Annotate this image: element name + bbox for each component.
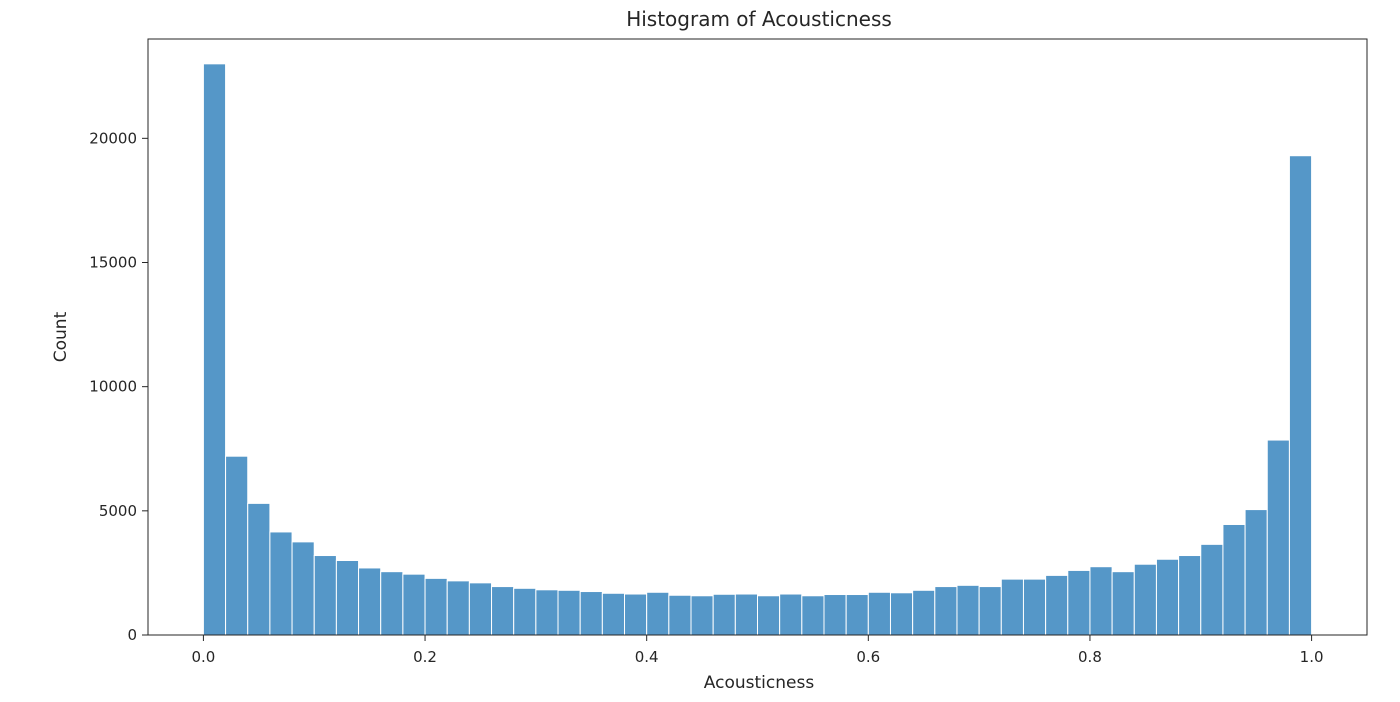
histogram-bar [380,571,404,636]
histogram-bar [1089,566,1113,636]
y-tick-label: 5000 [99,502,137,520]
histogram-bar [1155,558,1180,636]
x-tick-label: 0.2 [413,648,437,666]
histogram-bar [202,63,227,636]
histogram-bar [646,591,670,636]
histogram-bar [801,595,825,636]
histogram-bar [225,455,249,636]
histogram-bar [424,577,448,636]
histogram-bar [912,589,936,636]
histogram-bar [779,593,803,636]
histogram-bar [624,593,648,636]
x-axis-label: Acousticness [704,673,815,693]
histogram-bar [468,582,493,636]
histogram-bar [757,595,781,636]
x-tick-label: 0.4 [635,648,659,666]
histogram-bar [1200,543,1224,636]
y-axis-ticks: 0 5000 10000 15000 20000 [89,129,148,644]
plot-frame [147,38,1368,636]
histogram-bar [1133,563,1157,636]
histogram-bar [978,586,1002,636]
histogram-bar [291,541,315,636]
histogram-bar [247,502,271,636]
histogram-bar [513,587,537,636]
histogram-bar [1244,509,1268,636]
histogram-bar [690,595,714,636]
histogram-bar [956,584,980,636]
histogram-bar [313,555,337,636]
histogram-bar [335,560,360,636]
y-tick-label: 20000 [89,129,137,147]
histogram-bar [269,531,293,636]
histogram-bar [358,567,382,636]
histogram-bar [823,594,847,636]
histogram-bar [557,589,581,636]
histogram-bar [734,593,759,636]
histogram-bar [1045,574,1069,636]
histogram-bar [1288,155,1313,636]
x-tick-label: 0.8 [1078,648,1102,666]
histogram-bar [668,594,692,636]
y-tick-label: 10000 [89,378,137,396]
histogram-bar [845,594,869,636]
histogram-bar [446,580,470,636]
histogram-bar [1022,578,1047,636]
histogram-bar [934,586,958,636]
y-axis-label: Count [51,311,71,362]
y-tick-label: 15000 [89,254,137,272]
histogram-bar [1266,439,1290,636]
histogram-bar [535,589,559,636]
histogram-bar [491,586,515,636]
x-tick-label: 1.0 [1300,648,1324,666]
histogram-bar [402,573,426,636]
histogram-bar [1222,523,1246,636]
histogram-bar [1067,569,1091,636]
histogram-bar [712,593,736,636]
x-axis-ticks: 0.0 0.2 0.4 0.6 0.8 1.0 [191,635,1324,666]
histogram-bar [579,591,603,636]
histogram-bar [889,592,914,636]
histogram-bar [1111,571,1135,636]
histogram-bars [202,63,1313,636]
histogram-bar [867,591,891,636]
y-tick-label: 0 [127,626,137,644]
histogram-bar [1000,578,1024,636]
chart-title: Histogram of Acousticness [626,7,892,31]
histogram-bar [601,592,626,636]
x-tick-label: 0.6 [856,648,880,666]
x-tick-label: 0.0 [191,648,215,666]
histogram-bar [1178,555,1202,636]
